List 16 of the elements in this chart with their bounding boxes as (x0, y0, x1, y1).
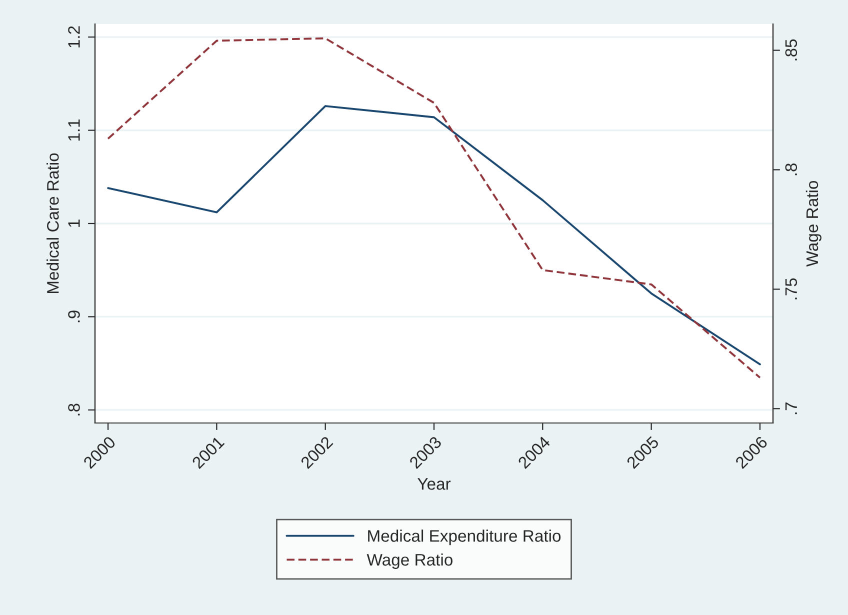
y2-tick-label: .75 (785, 278, 798, 300)
y2-tick-label: .7 (785, 402, 797, 414)
y-tick-label: 1.1 (68, 120, 80, 141)
y-tick-label: 1 (68, 220, 80, 227)
legend-label: Wage Ratio (366, 553, 452, 569)
y-tick-label: .9 (68, 310, 80, 322)
y2-tick-label: .8 (785, 164, 798, 176)
x-axis-title: Year (418, 478, 451, 490)
y2-axis-title: Wage Ratio (806, 180, 822, 267)
line-series (107, 105, 761, 366)
y2-tick-label: .85 (785, 39, 798, 60)
y-tick-label: 1.2 (68, 26, 80, 48)
line-series (107, 37, 761, 379)
legend-label: Medical Expenditure Ratio (368, 530, 561, 546)
y-axis-title: Medical Care Ratio (46, 153, 59, 293)
y-tick-label: .8 (68, 404, 80, 416)
